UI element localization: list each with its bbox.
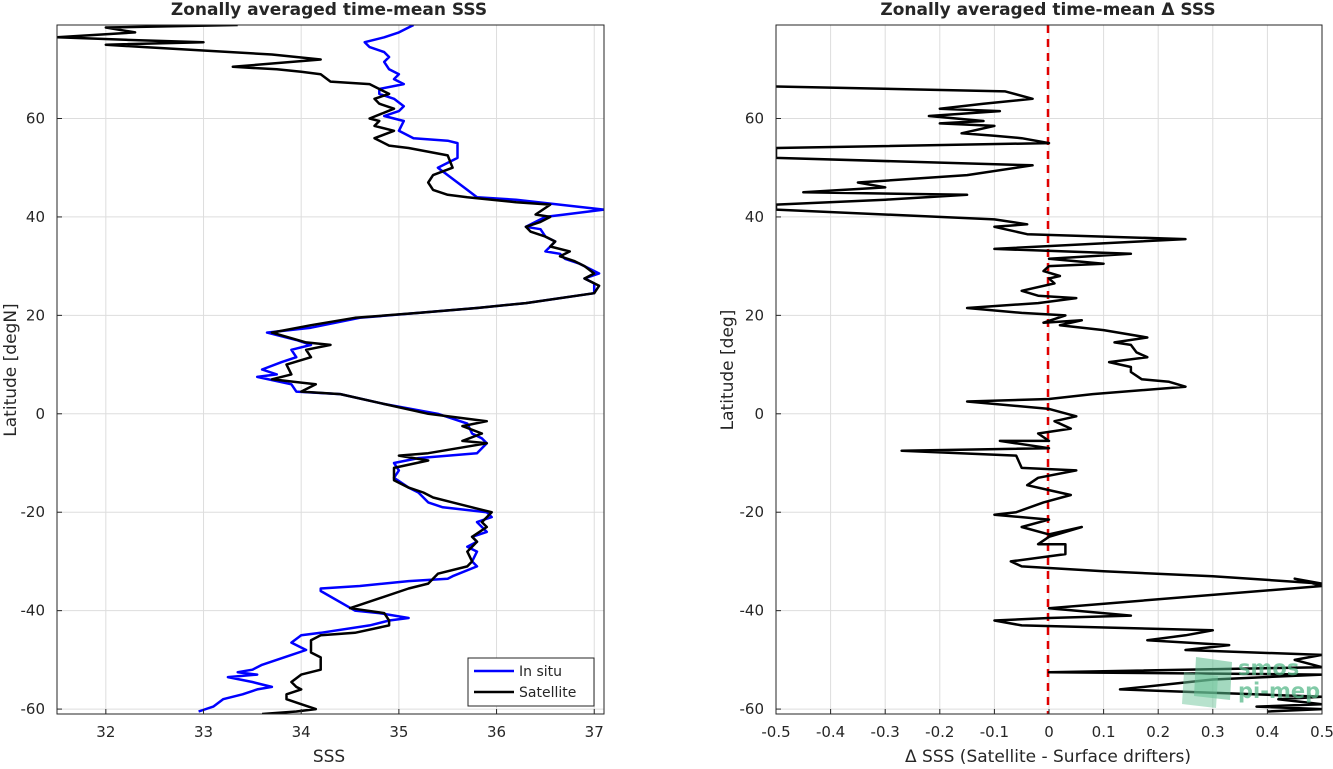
- y-tick-label: 0: [35, 405, 45, 423]
- x-tick-label: -0.5: [761, 723, 790, 741]
- x-tick-label: 33: [194, 723, 213, 741]
- x-tick-label: -0.4: [816, 723, 845, 741]
- legend-label-satellite: Satellite: [519, 685, 576, 701]
- y-tick-label: -20: [21, 503, 46, 521]
- x-tick-label: 0: [1044, 723, 1054, 741]
- panel-delta-sss: Zonally averaged time-mean Δ SSS Δ SSS (…: [718, 0, 1333, 765]
- y-tick-label: -60: [21, 700, 46, 718]
- legend: In situ Satellite: [468, 658, 594, 706]
- y-axis-label-right: Latitude [deg]: [718, 310, 738, 431]
- x-tick-label: 0.3: [1201, 723, 1225, 741]
- y-tick-label: -40: [740, 602, 765, 620]
- x-axis-label-left: SSS: [313, 747, 345, 765]
- y-tick-label: -60: [740, 700, 765, 718]
- x-tick-label: 0.1: [1092, 723, 1116, 741]
- y-tick-label: 20: [745, 306, 764, 324]
- x-tick-label: 37: [585, 723, 604, 741]
- logo-text-pi-mep: pi-mep: [1238, 679, 1320, 703]
- tick-labels-right: -0.5 -0.4 -0.3 -0.2 -0.1 0 0.1 0.2 0.3 0.4 0.5 -60 -…: [740, 110, 1333, 741]
- x-tick-label: -0.2: [925, 723, 954, 741]
- x-tick-label: 0.5: [1310, 723, 1333, 741]
- x-tick-label: 32: [96, 723, 115, 741]
- series-line-in-situ: [199, 25, 604, 712]
- x-tick-label: 0.4: [1255, 723, 1279, 741]
- y-axis-label-left: Latitude [degN]: [1, 303, 21, 436]
- y-tick-label: 0: [754, 405, 764, 423]
- legend-label-in-situ: In situ: [519, 664, 562, 680]
- panel-sss: Zonally averaged time-mean SSS SSS Latit…: [1, 0, 604, 765]
- grid-left: [57, 25, 604, 714]
- x-tick-label: 0.2: [1146, 723, 1170, 741]
- y-tick-label: 40: [26, 208, 45, 226]
- y-tick-label: 60: [745, 110, 764, 128]
- logo-text-smos: smos: [1238, 656, 1299, 680]
- x-tick-label: -0.3: [871, 723, 900, 741]
- y-tick-label: 60: [26, 110, 45, 128]
- x-tick-label: 35: [389, 723, 408, 741]
- chart-title-right: Zonally averaged time-mean Δ SSS: [880, 0, 1215, 20]
- y-tick-label: -20: [740, 503, 765, 521]
- x-tick-label: -0.1: [980, 723, 1009, 741]
- x-tick-label: 36: [487, 723, 506, 741]
- y-tick-label: 20: [26, 306, 45, 324]
- logo-shape-front: [1182, 672, 1218, 708]
- x-tick-label: 34: [292, 723, 311, 741]
- chart-title-left: Zonally averaged time-mean SSS: [171, 0, 487, 20]
- y-tick-label: -40: [21, 602, 46, 620]
- x-axis-label-right: Δ SSS (Satellite - Surface drifters): [905, 747, 1191, 765]
- smos-pi-mep-logo: smos pi-mep: [1182, 656, 1320, 708]
- y-tick-label: 40: [745, 208, 764, 226]
